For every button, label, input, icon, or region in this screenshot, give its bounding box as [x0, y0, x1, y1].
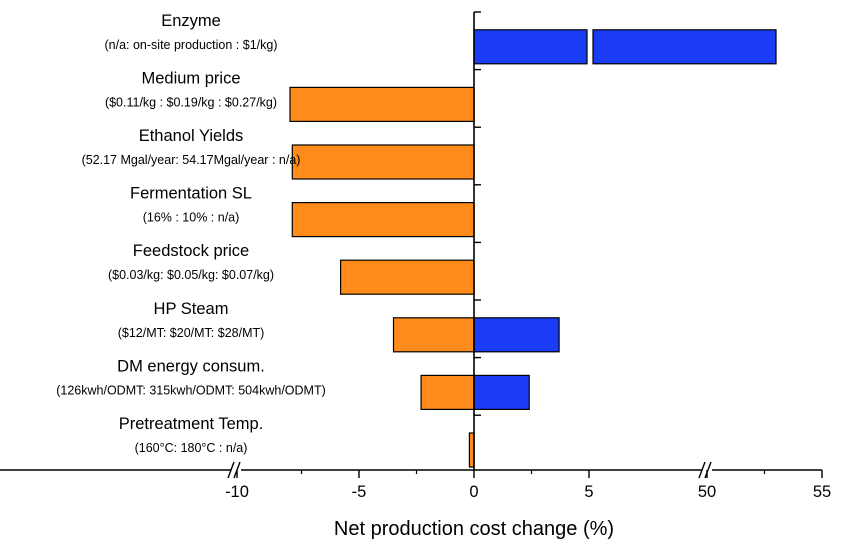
category-sublabel: (126kwh/ODMT: 315kwh/ODMT: 504kwh/ODMT) [56, 383, 326, 397]
bar-negative [291, 144, 475, 180]
bar-negative [340, 259, 475, 295]
category-sublabel: (160°C: 180°C : n/a) [135, 441, 248, 455]
category-label: Ethanol Yields [139, 127, 244, 145]
category-label: Pretreatment Temp. [119, 415, 264, 433]
category-labels-layer: Enzyme (n/a: on-site production : $1/kg) M… [56, 12, 326, 455]
bars-layer [289, 29, 777, 468]
category-sublabel: ($12/MT: $20/MT: $28/MT) [118, 326, 265, 340]
x-tick-label: 50 [698, 483, 716, 501]
x-tick-label: 0 [469, 483, 478, 501]
category-sublabel: (16% : 10% : n/a) [143, 211, 240, 225]
category-sublabel: (n/a: on-site production : $1/kg) [104, 38, 277, 52]
center-axis-layer [473, 11, 481, 470]
category-sublabel: ($0.11/kg : $0.19/kg : $0.27/kg) [105, 95, 277, 109]
x-tick-label: -10 [225, 483, 249, 501]
bar-positive [473, 29, 588, 65]
bar-positive [473, 317, 560, 353]
category-sublabel: ($0.03/kg: $0.05/kg: $0.07/kg) [108, 268, 274, 282]
bar-negative [289, 86, 475, 123]
category-label: Enzyme [161, 12, 221, 30]
x-tick-label: 5 [584, 483, 593, 501]
x-tick-label: 55 [813, 483, 831, 501]
bar-negative [392, 317, 475, 353]
category-label: Feedstock price [133, 242, 249, 260]
category-label: Medium price [141, 69, 240, 87]
x-tick-label: -5 [352, 483, 367, 501]
category-label: DM energy consum. [117, 357, 265, 375]
bar-negative [291, 202, 475, 238]
x-axis-title: Net production cost change (%) [334, 518, 614, 540]
category-label: Fermentation SL [130, 185, 252, 203]
category-sublabel: (52.17 Mgal/year: 54.17Mgal/year : n/a) [82, 153, 301, 167]
bar-negative [420, 374, 475, 410]
axis-break-mark [227, 461, 235, 479]
axis-break-mark [704, 461, 712, 479]
category-label: HP Steam [154, 300, 229, 318]
bar-positive-continued [592, 29, 777, 65]
axis-break-mark [698, 461, 706, 479]
bar-positive [473, 374, 530, 410]
